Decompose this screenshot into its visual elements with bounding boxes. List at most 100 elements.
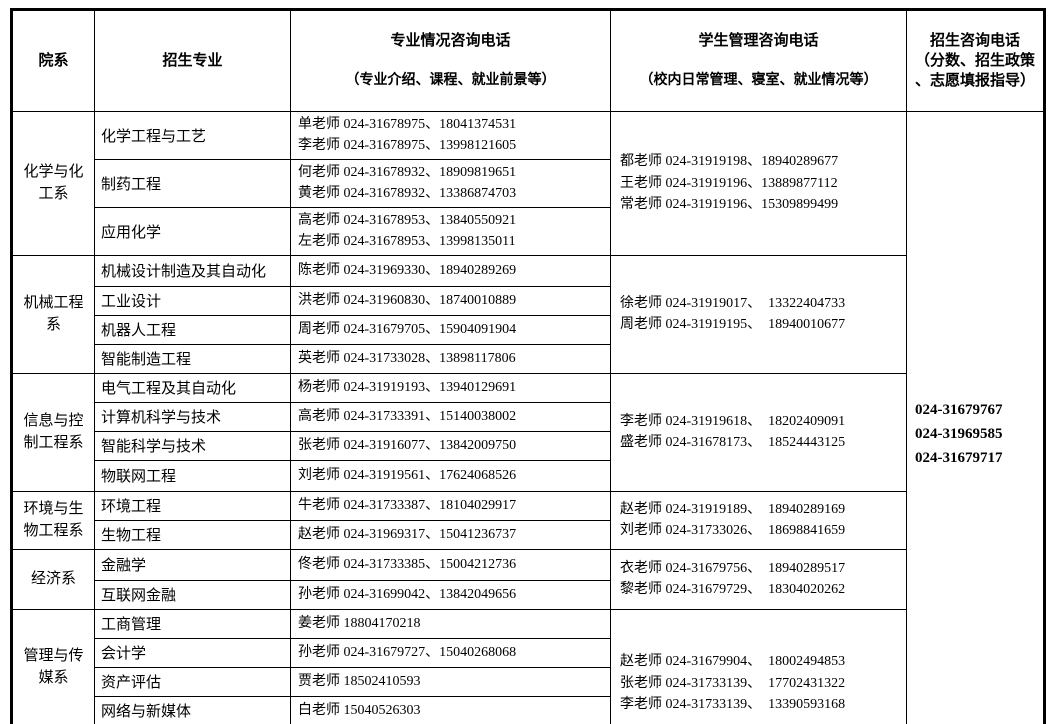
contact-line: 何老师 024-31678932、18909819651 (298, 164, 517, 180)
student-mgmt-cell: 都老师 024-31919198、18940289677 王老师 024-319… (610, 110, 907, 256)
table-row: 智能科学与技术 张老师 024-31916077、13842009750 (12, 430, 1045, 461)
student-mgmt-line: 常老师 024-31919196、15309899499 (620, 197, 839, 213)
major-cell: 制药工程 (94, 158, 291, 208)
student-mgmt-line: 黎老师 024-31679729、 18304020262 (620, 582, 846, 598)
major-contact-cell: 杨老师 024-31919193、13940129691 (290, 372, 611, 403)
student-mgmt-line: 李老师 024-31919618、 18202409091 (620, 413, 846, 429)
major-contact-cell: 英老师 024-31733028、13898117806 (290, 343, 611, 374)
major-cell: 资产评估 (94, 666, 291, 697)
admission-phone-line: 024-31969585 (915, 426, 1003, 443)
major-contact-cell: 高老师 024-31678953、13840550921 左老师 024-316… (290, 206, 611, 256)
table-row: 经济系 金融学 佟老师 024-31733385、15004212736 衣老师… (11, 548, 1045, 610)
department-cell-environment: 环境与生 物工程系 (11, 490, 95, 550)
department-cell-chemistry: 化学与化 工系 (11, 110, 95, 256)
contact-line: 刘老师 024-31919561、17624068526 (298, 468, 517, 484)
student-mgmt-line: 李老师 024-31733139、 13390593168 (620, 697, 846, 713)
department-cell-management: 管理与传 媒系 (11, 608, 95, 724)
contact-line: 孙老师 024-31699042、13842049656 (298, 587, 517, 603)
header-student-phone: 学生管理咨询电话 （校内日常管理、寝室、就业情况等） (610, 9, 907, 112)
student-mgmt-line: 张老师 024-31733139、 17702431322 (620, 675, 846, 691)
contact-line: 单老师 024-31678975、18041374531 (298, 116, 517, 132)
major-cell: 金融学 (94, 548, 291, 581)
table-row: 资产评估 贾老师 18502410593 (12, 666, 1045, 697)
major-contact-cell: 洪老师 024-31960830、18740010889 (290, 285, 611, 316)
contact-line: 杨老师 024-31919193、13940129691 (298, 380, 517, 396)
table-row: 环境与生 物工程系 环境工程 牛老师 024-31733387、18104029… (11, 490, 1045, 550)
table-row: 网络与新媒体 白老师 15040526303 (12, 695, 1045, 724)
major-cell: 工业设计 (94, 285, 291, 316)
header-student-phone-title: 学生管理咨询电话 (698, 33, 819, 50)
student-mgmt-cell: 李老师 024-31919618、 18202409091 盛老师 024-31… (610, 372, 907, 492)
contact-line: 李老师 024-31678975、13998121605 (298, 138, 517, 154)
major-contact-cell: 孙老师 024-31679727、15040268068 (290, 637, 611, 668)
header-major-phone-title: 专业情况咨询电话 (390, 33, 511, 50)
student-mgmt-line: 徐老师 024-31919017、 13322404733 (620, 295, 846, 311)
major-cell: 网络与新媒体 (94, 695, 291, 724)
major-contact-cell: 高老师 024-31733391、15140038002 (290, 401, 611, 432)
major-contact-cell: 孙老师 024-31699042、13842049656 (290, 579, 611, 610)
student-mgmt-line: 都老师 024-31919198、18940289677 (620, 153, 839, 169)
header-student-phone-sub: （校内日常管理、寝室、就业情况等） (639, 72, 878, 88)
major-contact-cell: 赵老师 024-31969317、15041236737 (290, 519, 611, 550)
header-major-phone: 专业情况咨询电话 （专业介绍、课程、就业前景等） (290, 9, 611, 112)
major-contact-cell: 周老师 024-31679705、15904091904 (290, 314, 611, 345)
contact-line: 孙老师 024-31679727、15040268068 (298, 645, 517, 661)
header-row: 院系 招生专业 专业情况咨询电话 （专业介绍、课程、就业前景等） 学生管理咨询电… (11, 9, 1045, 112)
student-mgmt-line: 刘老师 024-31733026、 18698841659 (620, 523, 846, 539)
major-cell: 智能科学与技术 (94, 430, 291, 461)
major-cell: 环境工程 (94, 490, 291, 521)
major-cell: 工商管理 (94, 608, 291, 639)
student-mgmt-line: 衣老师 024-31679756、 18940289517 (620, 560, 846, 576)
major-cell: 应用化学 (94, 206, 291, 256)
department-cell-mechanical: 机械工程 系 (11, 254, 95, 374)
table-row: 机器人工程 周老师 024-31679705、15904091904 (12, 314, 1045, 345)
contact-line: 牛老师 024-31733387、18104029917 (298, 498, 517, 514)
admission-phone-line: 024-31679767 (915, 402, 1003, 419)
contact-line: 洪老师 024-31960830、18740010889 (298, 293, 517, 309)
header-admission-phone: 招生咨询电话 （分数、招生政策 、志愿填报指导） (906, 9, 1045, 112)
admission-phone-cell: 024-31679767 024-31969585 024-31679717 (906, 110, 1045, 724)
table-row: 管理与传 媒系 工商管理 姜老师 18804170218 赵老师 024-316… (11, 608, 1045, 724)
major-cell: 生物工程 (94, 519, 291, 550)
contact-line: 姜老师 18804170218 (298, 616, 421, 632)
table-row: 生物工程 赵老师 024-31969317、15041236737 (12, 519, 1045, 550)
header-major-phone-sub: （专业介绍、课程、就业前景等） (345, 72, 556, 88)
contact-line: 高老师 024-31678953、13840550921 (298, 212, 517, 228)
contact-line: 黄老师 024-31678932、13386874703 (298, 186, 517, 202)
major-contact-cell: 牛老师 024-31733387、18104029917 (290, 490, 611, 521)
major-contact-cell: 刘老师 024-31919561、17624068526 (290, 459, 611, 492)
table-row: 化学与化 工系 化学工程与工艺 单老师 024-31678975、1804137… (11, 110, 1045, 724)
student-mgmt-line: 赵老师 024-31919189、 18940289169 (620, 501, 846, 517)
contact-line: 高老师 024-31733391、15140038002 (298, 409, 517, 425)
major-contact-cell: 张老师 024-31916077、13842009750 (290, 430, 611, 461)
header-major: 招生专业 (94, 9, 291, 112)
major-contact-cell: 佟老师 024-31733385、15004212736 (290, 548, 611, 581)
admission-phone-line: 024-31679717 (915, 450, 1003, 467)
contact-line: 贾老师 18502410593 (298, 674, 421, 690)
student-mgmt-cell: 赵老师 024-31919189、 18940289169 刘老师 024-31… (610, 490, 907, 550)
table-row: 会计学 孙老师 024-31679727、15040268068 (12, 637, 1045, 668)
major-contact-cell: 单老师 024-31678975、18041374531 李老师 024-316… (290, 110, 611, 160)
table-row: 计算机科学与技术 高老师 024-31733391、15140038002 (12, 401, 1045, 432)
table-row: 制药工程 何老师 024-31678932、18909819651 黄老师 02… (12, 158, 1045, 208)
contact-line: 周老师 024-31679705、15904091904 (298, 322, 517, 338)
major-contact-cell: 贾老师 18502410593 (290, 666, 611, 697)
department-cell-information: 信息与控 制工程系 (11, 372, 95, 492)
student-mgmt-line: 赵老师 024-31679904、 18002494853 (620, 653, 846, 669)
major-cell: 机械设计制造及其自动化 (94, 254, 291, 287)
student-mgmt-cell: 赵老师 024-31679904、 18002494853 张老师 024-31… (610, 608, 907, 724)
major-cell: 计算机科学与技术 (94, 401, 291, 432)
contact-line: 陈老师 024-31969330、18940289269 (298, 263, 517, 279)
major-cell: 电气工程及其自动化 (94, 372, 291, 403)
student-mgmt-cell: 衣老师 024-31679756、 18940289517 黎老师 024-31… (610, 548, 907, 610)
student-mgmt-line: 周老师 024-31919195、 18940010677 (620, 317, 846, 333)
major-cell: 智能制造工程 (94, 343, 291, 374)
student-mgmt-cell: 徐老师 024-31919017、 13322404733 周老师 024-31… (610, 254, 907, 374)
contact-line: 张老师 024-31916077、13842009750 (298, 438, 517, 454)
contact-line: 白老师 15040526303 (298, 703, 421, 719)
table-row: 信息与控 制工程系 电气工程及其自动化 杨老师 024-31919193、139… (11, 372, 1045, 492)
header-department: 院系 (11, 9, 95, 112)
table-row: 应用化学 高老师 024-31678953、13840550921 左老师 02… (12, 206, 1045, 256)
major-contact-cell: 姜老师 18804170218 (290, 608, 611, 639)
table-row: 互联网金融 孙老师 024-31699042、13842049656 (12, 579, 1045, 610)
